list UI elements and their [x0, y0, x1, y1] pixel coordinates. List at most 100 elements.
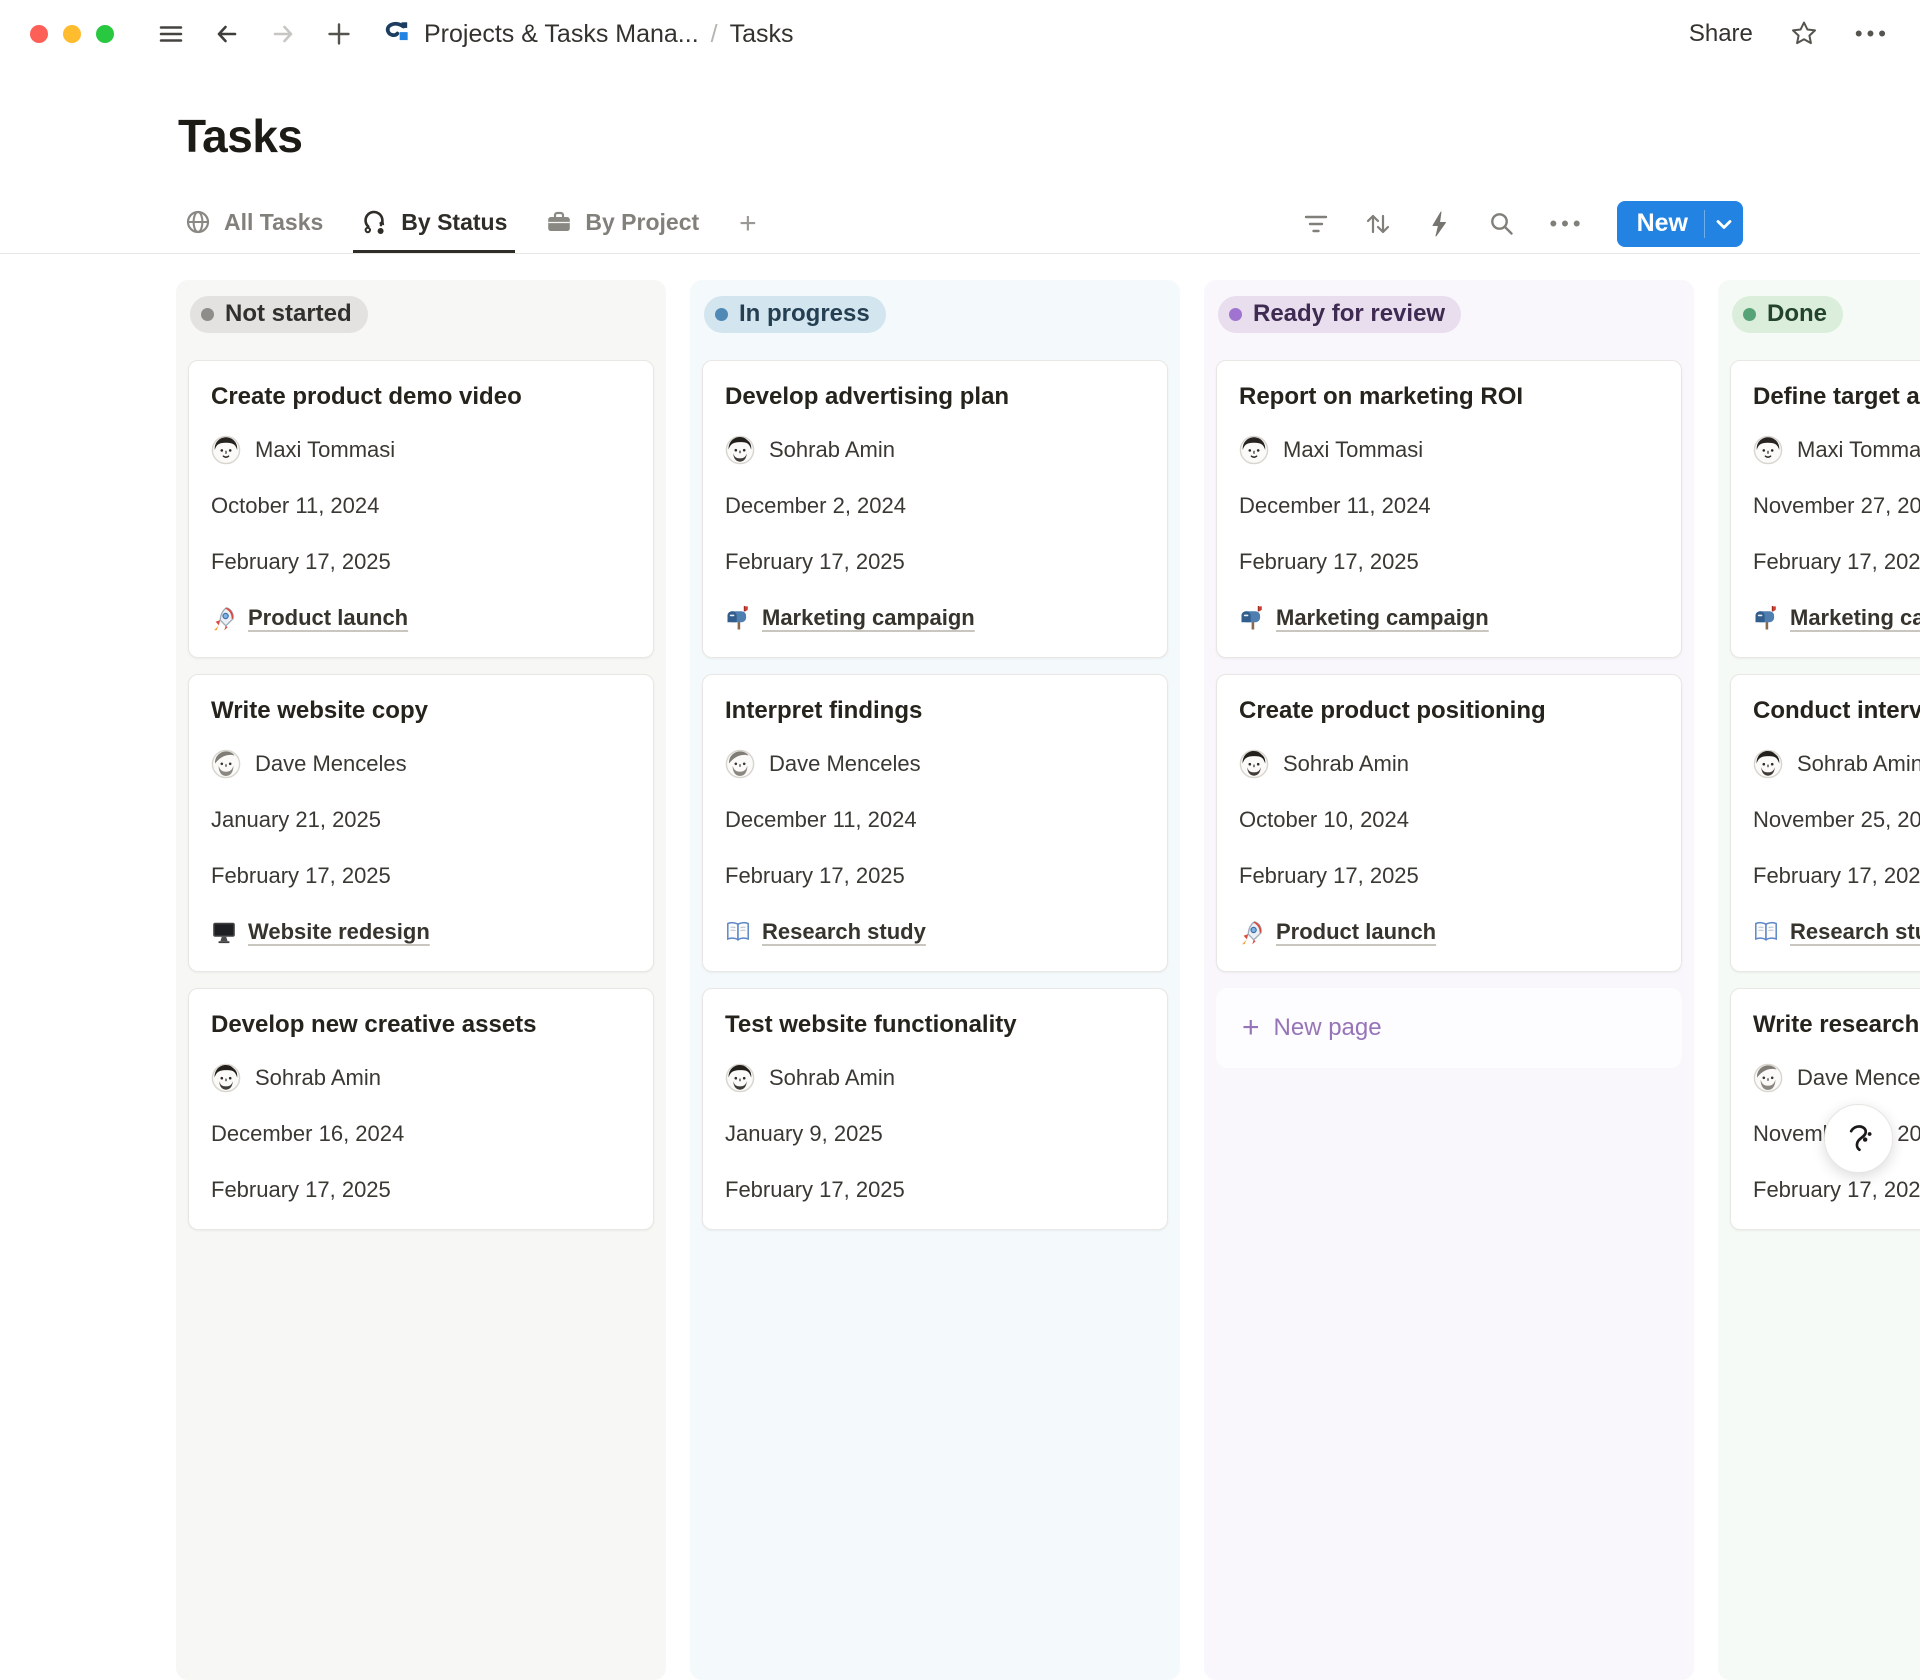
project-row: Marketing campaign: [1239, 603, 1659, 633]
breadcrumb-separator: /: [710, 19, 718, 48]
project-row: Research study: [725, 917, 1145, 947]
avatar-sohrab: [725, 435, 755, 465]
task-card[interactable]: Define target audience Maxi Tommasi Novemb…: [1730, 360, 1920, 658]
avatar-maxi: [1753, 435, 1783, 465]
more-view-options-icon[interactable]: •••: [1549, 210, 1585, 236]
status-dot: [1229, 307, 1242, 321]
assignee-row: Maxi Tommasi: [1239, 435, 1659, 465]
floating-assistant-button[interactable]: [1824, 1104, 1893, 1173]
new-button[interactable]: New: [1616, 200, 1743, 247]
status-dot: [201, 307, 214, 321]
desktop-icon: [211, 919, 237, 945]
due-date: February 17, 2025: [1239, 863, 1419, 888]
tab-by-project[interactable]: By Project: [537, 194, 707, 253]
project-link[interactable]: Research study: [762, 919, 926, 944]
hamburger-icon[interactable]: [156, 19, 186, 49]
plus-icon: +: [1242, 1011, 1260, 1044]
due-date: February 17, 2025: [1239, 549, 1419, 574]
book-icon: [1753, 919, 1779, 945]
assignee-name: Sohrab Amin: [1797, 751, 1920, 776]
tab-label: All Tasks: [224, 208, 324, 235]
avatar-sohrab: [725, 1063, 755, 1093]
minimize-window-button[interactable]: [63, 25, 81, 43]
project-link[interactable]: Research study: [1790, 919, 1920, 944]
project-row: Marketing campaign: [1753, 603, 1920, 633]
status-pill-in-progress[interactable]: In progress: [704, 296, 886, 333]
project-link[interactable]: Marketing campaign: [1276, 605, 1489, 630]
new-page-label: New page: [1273, 1014, 1382, 1041]
assignee-row: Dave Menceles: [725, 749, 1145, 779]
due-date: February 17, 2025: [1753, 1177, 1920, 1202]
task-card[interactable]: Write website copy Dave Menceles January 2…: [188, 674, 654, 972]
board-column-ready-for-review: Ready for review Report on marketing ROI M…: [1204, 280, 1694, 1680]
start-date: January 21, 2025: [211, 807, 382, 832]
start-date: November 27, 2024: [1753, 493, 1920, 518]
zoom-window-button[interactable]: [96, 25, 114, 43]
status-label: Done: [1767, 300, 1827, 327]
forward-arrow-icon[interactable]: [268, 19, 298, 49]
status-pill-ready-for-review[interactable]: Ready for review: [1218, 296, 1462, 333]
tab-label: By Project: [585, 208, 700, 235]
star-icon[interactable]: [1789, 19, 1819, 49]
board-column-not-started: Not started Create product demo video Maxi…: [176, 280, 666, 1680]
new-page-button[interactable]: + New page: [1216, 988, 1682, 1068]
start-date: December 11, 2024: [1239, 493, 1431, 518]
status-label: Not started: [225, 300, 352, 327]
assignee-row: Dave Menceles: [211, 749, 631, 779]
view-controls: ••• New: [1301, 194, 1743, 253]
sort-icon[interactable]: [1363, 209, 1393, 239]
assignee-row: Sohrab Amin: [1239, 749, 1659, 779]
window-titlebar: Projects & Tasks Mana... / Tasks Share •…: [0, 0, 1920, 64]
avatar-dave: [725, 749, 755, 779]
project-link[interactable]: Website redesign: [248, 919, 430, 944]
due-date: February 17, 2025: [1753, 863, 1920, 888]
task-card[interactable]: Interpret findings Dave Menceles December …: [702, 674, 1168, 972]
start-date: January 9, 2025: [725, 1121, 883, 1146]
assignee-row: Sohrab Amin: [211, 1063, 631, 1093]
assignee-name: Sohrab Amin: [769, 437, 895, 462]
doodle-face-icon: [1849, 1124, 1872, 1151]
back-arrow-icon[interactable]: [212, 19, 242, 49]
tab-by-status[interactable]: By Status: [353, 194, 516, 253]
task-title: Report on marketing ROI: [1239, 383, 1524, 410]
task-card[interactable]: Develop advertising plan Sohrab Amin Decem…: [702, 360, 1168, 658]
avatar-dave: [211, 749, 241, 779]
assignee-name: Dave Menceles: [1797, 1065, 1920, 1090]
due-date: February 17, 2025: [1753, 549, 1920, 574]
task-card[interactable]: Develop new creative assets Sohrab Amin De…: [188, 988, 654, 1230]
project-row: Product launch: [1239, 917, 1659, 947]
tab-label: By Status: [401, 208, 508, 235]
more-options-icon[interactable]: •••: [1854, 21, 1890, 46]
chevron-down-icon: [1716, 219, 1732, 229]
task-card[interactable]: Create product positioning Sohrab Amin Oct…: [1216, 674, 1682, 972]
close-window-button[interactable]: [30, 25, 48, 43]
task-card[interactable]: Conduct interviews Sohrab Amin November 25…: [1730, 674, 1920, 972]
project-link[interactable]: Product launch: [248, 605, 409, 630]
tab-all-tasks[interactable]: All Tasks: [176, 194, 331, 253]
due-date: February 17, 2025: [725, 1177, 905, 1202]
filter-icon[interactable]: [1301, 209, 1331, 239]
breadcrumb-app-title[interactable]: Projects & Tasks Mana...: [424, 19, 699, 48]
status-loop-icon: [364, 210, 385, 234]
search-icon[interactable]: [1487, 209, 1517, 239]
lightning-icon[interactable]: [1425, 209, 1455, 239]
project-link[interactable]: Product launch: [1276, 919, 1437, 944]
new-button-dropdown[interactable]: [1705, 201, 1743, 247]
share-button[interactable]: Share: [1688, 20, 1753, 47]
status-pill-done[interactable]: Done: [1732, 296, 1843, 333]
task-card[interactable]: Report on marketing ROI Maxi Tommasi Decem…: [1216, 360, 1682, 658]
new-button-label[interactable]: New: [1636, 209, 1688, 237]
breadcrumb-current-page[interactable]: Tasks: [729, 19, 794, 48]
project-link[interactable]: Marketing campaign: [762, 605, 975, 630]
briefcase-icon: [548, 211, 571, 231]
add-view-button[interactable]: +: [739, 206, 757, 240]
task-card[interactable]: Test website functionality Sohrab Amin Jan…: [702, 988, 1168, 1230]
due-date: February 17, 2025: [211, 1177, 391, 1202]
task-card[interactable]: Write research reportDave MencelesNovemb…: [1730, 988, 1920, 1230]
page-title: Tasks: [178, 110, 303, 162]
task-card[interactable]: Create product demo video Maxi Tommasi Oct…: [188, 360, 654, 658]
project-link[interactable]: Marketing campaign: [1790, 605, 1920, 630]
task-title: Develop advertising plan: [725, 383, 1010, 410]
status-pill-not-started[interactable]: Not started: [190, 296, 368, 333]
new-tab-plus-icon[interactable]: [324, 19, 354, 49]
